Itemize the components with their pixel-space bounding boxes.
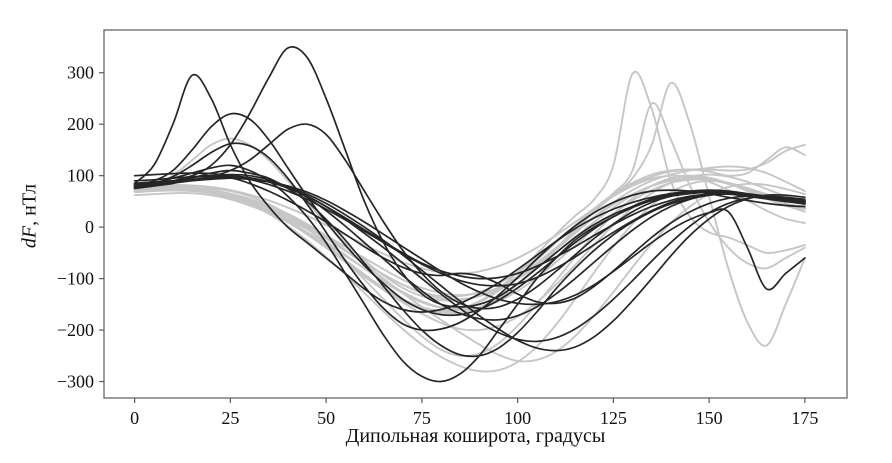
x-tick-label: 125 (600, 408, 627, 428)
series-black-14 (133, 123, 806, 310)
y-tick-label: −200 (57, 320, 94, 340)
x-tick-label: 50 (317, 408, 335, 428)
series-gray-11 (133, 176, 806, 297)
series-gray-14 (133, 182, 806, 363)
plot-frame (103, 29, 848, 399)
x-tick-label: 25 (221, 408, 239, 428)
y-tick-label: 300 (67, 63, 94, 83)
series-black-10 (133, 177, 806, 352)
x-tick-label: 175 (791, 408, 818, 428)
y-axis-label: dF, нТл (19, 184, 42, 248)
y-tick-label: −100 (57, 269, 94, 289)
y-tick-label: 100 (67, 166, 94, 186)
series-gray-02 (133, 179, 806, 373)
series-gray-06 (133, 165, 806, 301)
y-axis-variable: dF (18, 225, 41, 249)
y-axis-unit: , нТл (18, 183, 41, 226)
series-gray-08 (133, 173, 806, 332)
series-gray-13 (133, 137, 806, 302)
x-axis-label: Дипольная коширота, градусы (345, 425, 606, 447)
y-tick-label: −300 (57, 372, 94, 392)
x-tick-label: 75 (413, 408, 431, 428)
x-tick-label: 100 (504, 408, 531, 428)
series-black-09 (133, 142, 806, 332)
x-tick-label: 150 (696, 408, 723, 428)
series-black-13 (133, 177, 806, 306)
x-tick-label: 0 (130, 408, 139, 428)
series-gray-01 (133, 174, 806, 358)
y-tick-label: 0 (85, 217, 94, 237)
series-black-08 (133, 175, 806, 343)
y-tick-label: 200 (67, 114, 94, 134)
series-black-11 (133, 174, 806, 305)
